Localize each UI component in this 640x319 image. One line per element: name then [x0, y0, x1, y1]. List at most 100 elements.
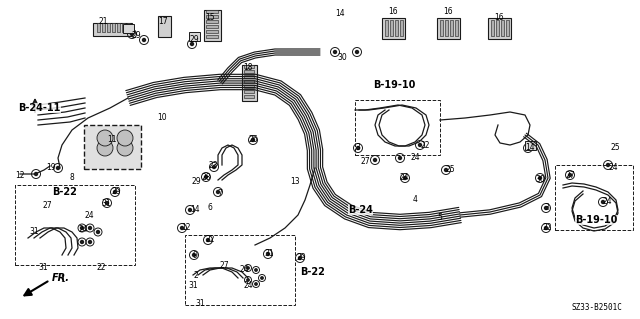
Circle shape	[568, 174, 572, 176]
Text: 17: 17	[158, 18, 168, 26]
FancyBboxPatch shape	[97, 23, 100, 32]
Circle shape	[207, 239, 209, 241]
Circle shape	[81, 241, 83, 243]
Circle shape	[333, 50, 337, 54]
FancyBboxPatch shape	[440, 20, 443, 36]
FancyBboxPatch shape	[395, 20, 398, 36]
Circle shape	[261, 277, 263, 279]
Text: 24: 24	[410, 153, 420, 162]
Circle shape	[607, 164, 609, 167]
Circle shape	[255, 283, 257, 285]
FancyBboxPatch shape	[381, 18, 404, 39]
FancyBboxPatch shape	[436, 18, 460, 39]
FancyBboxPatch shape	[400, 20, 403, 36]
FancyBboxPatch shape	[244, 75, 254, 78]
Text: B-24: B-24	[348, 205, 373, 215]
Text: 4: 4	[413, 196, 417, 204]
FancyBboxPatch shape	[491, 20, 494, 36]
Text: 3: 3	[356, 144, 360, 152]
Circle shape	[97, 140, 113, 156]
Circle shape	[445, 168, 447, 172]
Text: 16: 16	[388, 8, 398, 17]
Circle shape	[545, 206, 547, 210]
Circle shape	[212, 166, 216, 168]
FancyBboxPatch shape	[122, 23, 125, 32]
Text: 27: 27	[565, 170, 575, 180]
Text: 24: 24	[399, 174, 409, 182]
Text: 26: 26	[248, 136, 258, 145]
Circle shape	[205, 175, 207, 179]
Text: 1: 1	[61, 276, 65, 285]
FancyBboxPatch shape	[244, 80, 254, 83]
Text: 27: 27	[360, 158, 370, 167]
Circle shape	[355, 50, 358, 54]
Text: SZ33-B2501C: SZ33-B2501C	[571, 303, 622, 313]
Text: FR.: FR.	[52, 273, 70, 283]
FancyBboxPatch shape	[496, 20, 499, 36]
Text: 29: 29	[189, 35, 199, 44]
Circle shape	[399, 157, 401, 160]
FancyBboxPatch shape	[455, 20, 458, 36]
FancyBboxPatch shape	[204, 10, 221, 41]
Text: 22: 22	[96, 263, 106, 272]
Circle shape	[191, 42, 193, 46]
Circle shape	[88, 241, 92, 243]
FancyBboxPatch shape	[157, 16, 170, 36]
Circle shape	[35, 173, 38, 175]
FancyBboxPatch shape	[206, 10, 218, 13]
Text: 24: 24	[84, 211, 94, 219]
Circle shape	[117, 130, 133, 146]
Text: 22: 22	[205, 235, 215, 244]
Text: 31: 31	[101, 198, 111, 207]
FancyBboxPatch shape	[102, 23, 105, 32]
FancyBboxPatch shape	[244, 70, 254, 73]
FancyBboxPatch shape	[244, 65, 254, 68]
Text: 25: 25	[610, 144, 620, 152]
FancyBboxPatch shape	[244, 95, 254, 98]
Text: 31: 31	[38, 263, 48, 272]
Circle shape	[193, 254, 195, 256]
Text: 24: 24	[78, 226, 88, 234]
Text: 14: 14	[525, 144, 535, 152]
FancyBboxPatch shape	[127, 23, 130, 32]
Text: 9: 9	[193, 250, 197, 259]
Text: B-24-11: B-24-11	[18, 103, 60, 113]
FancyBboxPatch shape	[506, 20, 509, 36]
Text: 8: 8	[70, 173, 74, 182]
Text: 24: 24	[243, 280, 253, 290]
Text: 25: 25	[445, 166, 455, 174]
Text: 12: 12	[15, 170, 25, 180]
Circle shape	[374, 159, 376, 161]
FancyBboxPatch shape	[244, 85, 254, 88]
FancyBboxPatch shape	[117, 23, 120, 32]
Text: 24: 24	[608, 164, 618, 173]
FancyBboxPatch shape	[206, 25, 218, 28]
Text: 31: 31	[195, 299, 205, 308]
Circle shape	[266, 253, 269, 256]
FancyBboxPatch shape	[189, 32, 200, 41]
Text: 13: 13	[290, 177, 300, 187]
Text: B-22: B-22	[300, 267, 325, 277]
Circle shape	[56, 167, 60, 169]
FancyBboxPatch shape	[445, 20, 448, 36]
Text: 7: 7	[218, 189, 223, 197]
Text: 12: 12	[181, 224, 191, 233]
Circle shape	[97, 231, 99, 234]
FancyBboxPatch shape	[525, 140, 536, 150]
Text: 29: 29	[296, 254, 306, 263]
FancyBboxPatch shape	[93, 23, 131, 35]
Circle shape	[356, 146, 360, 150]
Circle shape	[88, 226, 92, 229]
Text: 6: 6	[207, 204, 212, 212]
FancyBboxPatch shape	[206, 35, 218, 38]
Text: 30: 30	[535, 175, 545, 184]
Text: 27: 27	[219, 261, 229, 270]
Text: 29: 29	[131, 32, 141, 41]
Text: 24: 24	[602, 197, 612, 206]
Text: 2: 2	[194, 271, 198, 280]
Text: 31: 31	[188, 280, 198, 290]
Circle shape	[298, 256, 301, 259]
Text: 14: 14	[335, 10, 345, 19]
Circle shape	[403, 176, 406, 180]
Text: 5: 5	[438, 213, 442, 222]
